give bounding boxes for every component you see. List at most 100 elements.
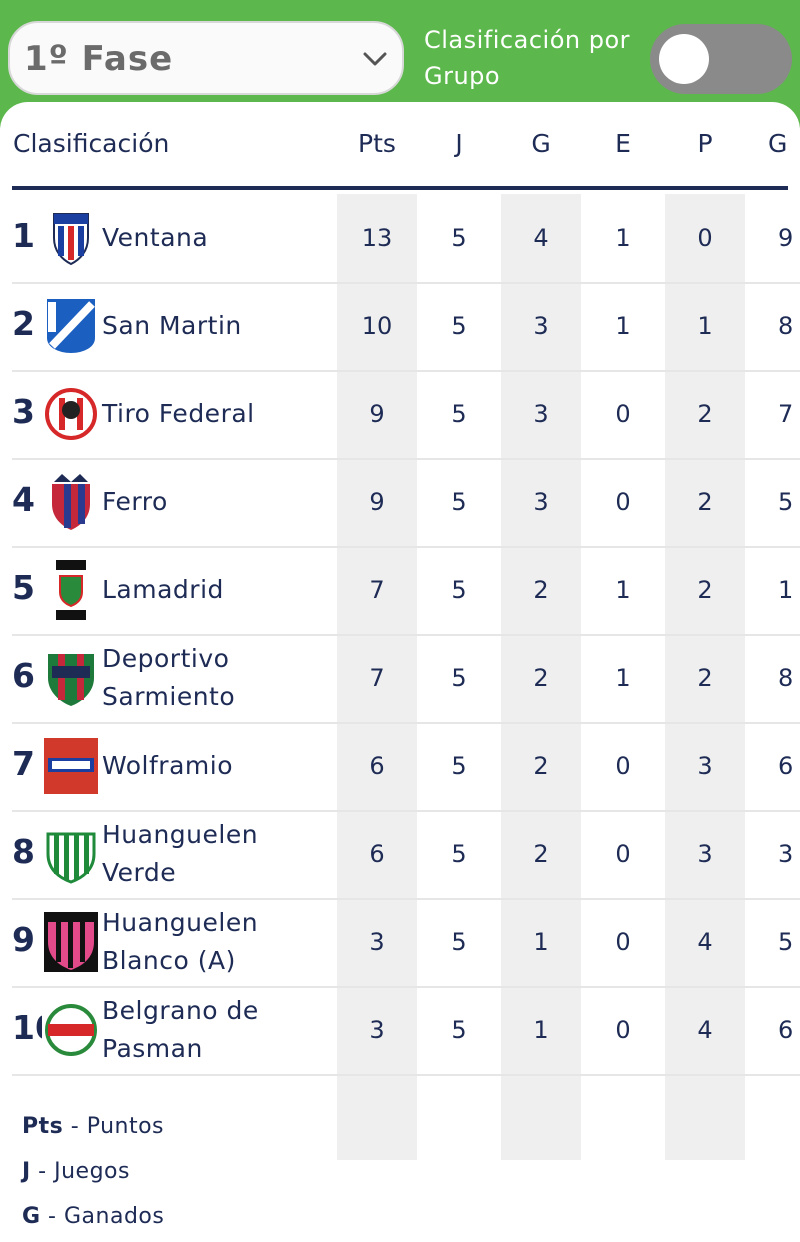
stat-j: 5 <box>451 400 467 428</box>
position-number: 6 <box>12 656 35 695</box>
stat-p: 4 <box>697 928 713 956</box>
header-j: J <box>455 129 463 158</box>
row-divider <box>12 810 800 812</box>
position-number: 5 <box>12 568 35 607</box>
team-name[interactable]: Deportivo Sarmiento <box>102 644 236 711</box>
team-name[interactable]: Huanguelen Blanco (A) <box>102 908 259 975</box>
table-row[interactable]: 1 Ventana 13 5 4 1 0 9 <box>0 194 800 284</box>
stat-g: 2 <box>533 752 549 780</box>
team-name[interactable]: San Martin <box>102 311 242 340</box>
row-divider <box>12 986 800 988</box>
table-row[interactable]: 3 Tiro Federal 9 5 3 0 2 7 <box>0 370 800 460</box>
stat-pts: 7 <box>369 576 385 604</box>
stat-e: 1 <box>615 312 631 340</box>
row-divider <box>12 898 800 900</box>
table-row[interactable]: 4 Ferro 9 5 3 0 2 5 <box>0 458 800 548</box>
stat-e: 0 <box>615 1016 631 1044</box>
group-toggle-switch[interactable] <box>650 24 792 94</box>
header-e: E <box>615 129 631 158</box>
team-shield-icon <box>44 208 98 268</box>
stat-j: 5 <box>451 664 467 692</box>
stat-g: 2 <box>533 576 549 604</box>
stat-gf: 6 <box>778 1016 794 1044</box>
table-row[interactable]: 6 Deportivo Sarmiento 7 5 2 1 2 8 <box>0 634 800 724</box>
stat-j: 5 <box>451 312 467 340</box>
stat-gf: 7 <box>778 400 794 428</box>
header-clasificacion: Clasificación <box>13 129 170 158</box>
team-shield-icon <box>44 296 98 356</box>
stat-pts: 9 <box>369 400 385 428</box>
stat-gf: 1 <box>778 576 794 604</box>
stat-gf: 8 <box>778 312 794 340</box>
table-row[interactable]: 7 Wolframio 6 5 2 0 3 6 <box>0 722 800 812</box>
team-shield-icon <box>44 384 98 444</box>
table-row[interactable]: 2 San Martin 10 5 3 1 1 8 <box>0 282 800 372</box>
table-row[interactable]: 9 Huanguelen Blanco (A) 3 5 1 0 4 5 <box>0 898 800 988</box>
stat-gf: 8 <box>778 664 794 692</box>
stat-e: 0 <box>615 840 631 868</box>
stat-pts: 9 <box>369 488 385 516</box>
phase-select[interactable]: 1º Fase <box>8 21 404 95</box>
stat-p: 2 <box>697 664 713 692</box>
header-divider <box>12 186 788 190</box>
row-divider <box>12 458 800 460</box>
team-shield-icon <box>44 912 98 972</box>
team-name[interactable]: Tiro Federal <box>102 399 255 428</box>
row-divider <box>12 546 800 548</box>
stat-e: 0 <box>615 752 631 780</box>
stat-j: 5 <box>451 488 467 516</box>
header-g: G <box>531 129 551 158</box>
stat-e: 0 <box>615 400 631 428</box>
legend-pts: Pts - Puntos <box>22 1114 165 1139</box>
table-row[interactable]: 5 Lamadrid 7 5 2 1 2 1 <box>0 546 800 636</box>
toggle-knob <box>659 34 709 84</box>
position-number: 2 <box>12 304 35 343</box>
table-row[interactable]: 8 Huanguelen Verde 6 5 2 0 3 3 <box>0 810 800 900</box>
position-number: 10 <box>12 1008 42 1047</box>
stat-p: 2 <box>697 576 713 604</box>
team-name[interactable]: Ventana <box>102 223 209 252</box>
stat-pts: 6 <box>369 752 385 780</box>
stat-g: 3 <box>533 312 549 340</box>
position-number: 1 <box>12 216 35 255</box>
header-gf: G <box>768 129 788 158</box>
position-number: 3 <box>12 392 35 431</box>
position-number: 8 <box>12 832 35 871</box>
stat-g: 2 <box>533 664 549 692</box>
team-name[interactable]: Ferro <box>102 487 168 516</box>
stat-e: 0 <box>615 488 631 516</box>
stat-gf: 9 <box>778 224 794 252</box>
team-shield-icon <box>44 1000 98 1060</box>
stat-p: 4 <box>697 1016 713 1044</box>
stat-j: 5 <box>451 576 467 604</box>
team-name[interactable]: Huanguelen Verde <box>102 820 259 887</box>
row-divider <box>12 722 800 724</box>
stat-j: 5 <box>451 752 467 780</box>
header-p: P <box>697 129 713 158</box>
row-divider <box>12 634 800 636</box>
header-pts: Pts <box>358 129 396 158</box>
stat-gf: 3 <box>778 840 794 868</box>
stat-gf: 6 <box>778 752 794 780</box>
stat-g: 3 <box>533 488 549 516</box>
phase-select-value: 1º Fase <box>24 39 174 79</box>
position-number: 7 <box>12 744 35 783</box>
stat-p: 3 <box>697 752 713 780</box>
team-name[interactable]: Belgrano de Pasman <box>102 996 259 1063</box>
stat-e: 1 <box>615 224 631 252</box>
stat-gf: 5 <box>778 928 794 956</box>
stat-j: 5 <box>451 224 467 252</box>
stat-pts: 10 <box>361 312 393 340</box>
team-name[interactable]: Wolframio <box>102 751 233 780</box>
stat-pts: 13 <box>361 224 393 252</box>
stat-g: 3 <box>533 400 549 428</box>
stat-pts: 6 <box>369 840 385 868</box>
p-column-shade <box>665 194 745 1160</box>
stat-p: 2 <box>697 488 713 516</box>
row-divider <box>12 370 800 372</box>
team-shield-icon <box>44 648 98 708</box>
team-name[interactable]: Lamadrid <box>102 575 224 604</box>
stat-j: 5 <box>451 928 467 956</box>
stat-gf: 5 <box>778 488 794 516</box>
